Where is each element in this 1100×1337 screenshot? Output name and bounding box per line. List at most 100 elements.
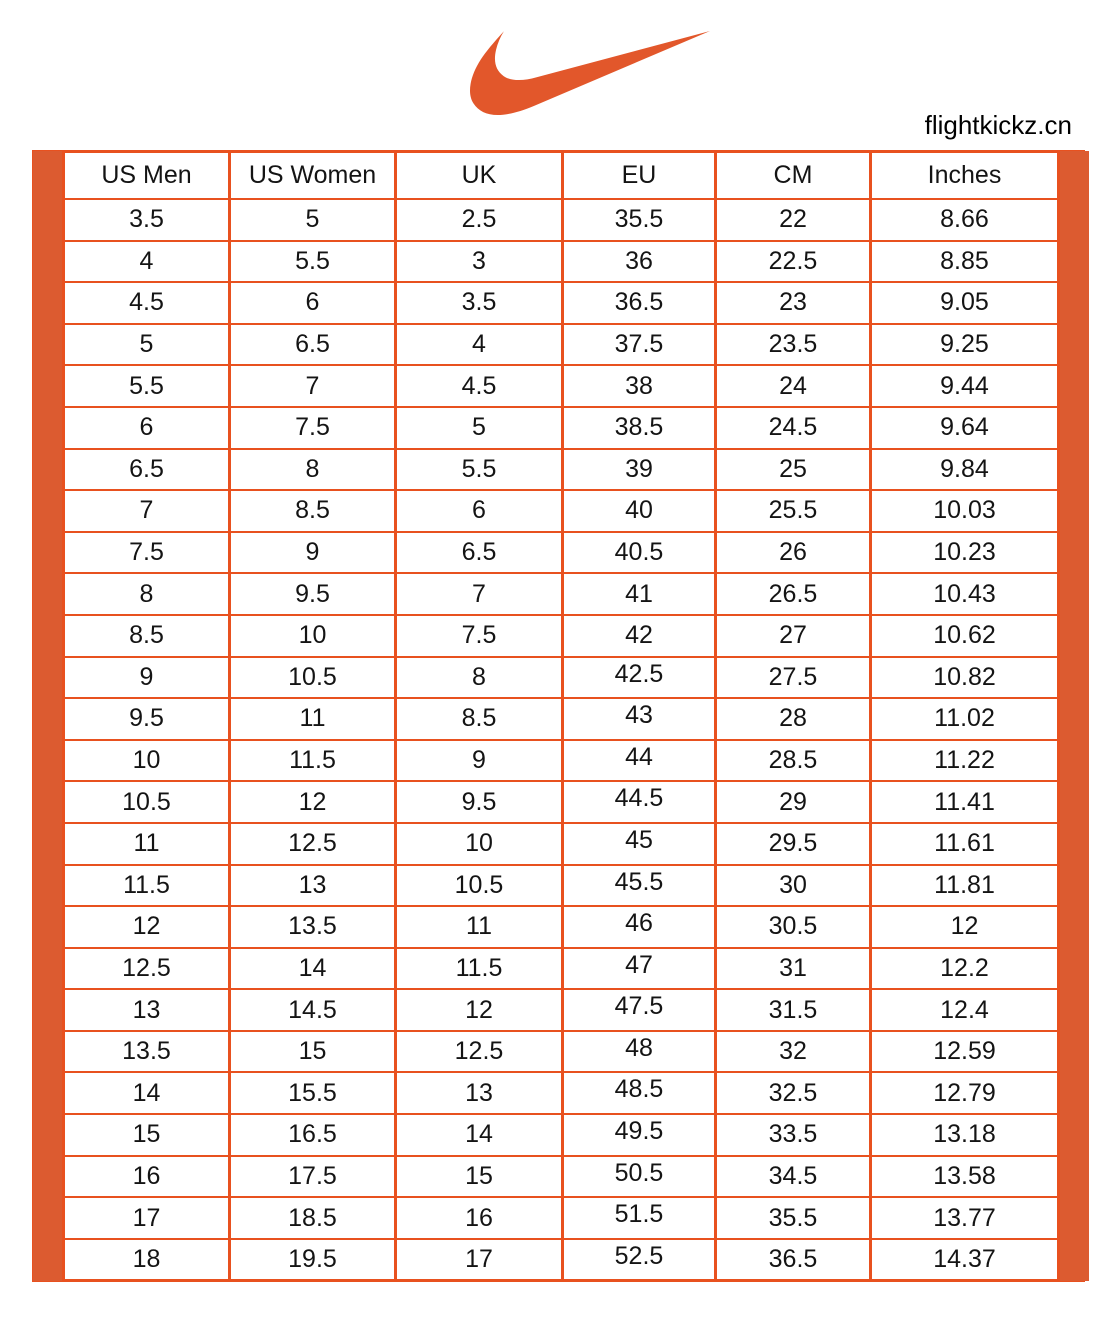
size-cell: 10	[62, 738, 231, 783]
size-cell: 11.22	[869, 738, 1060, 783]
size-cell: 23	[714, 281, 872, 325]
table-row: 17 18.5 16 51.5 35.5 13.77	[62, 1196, 1060, 1240]
size-cell: 13.5	[62, 1029, 231, 1074]
size-cell: 8.5	[394, 697, 564, 741]
table-row: 10.5 12 9.5 44.5 29 11.41	[62, 780, 1060, 824]
size-cell: 4	[394, 322, 564, 367]
size-cell: 10.5	[62, 780, 231, 824]
size-cell: 10.62	[869, 613, 1060, 658]
size-cell: 34.5	[714, 1154, 872, 1199]
size-cell: 11.41	[869, 780, 1060, 824]
table-row: 7.5 9 6.5 40.5 26 10.23	[62, 530, 1060, 575]
table-row: 13.5 15 12.5 48 32 12.59	[62, 1029, 1060, 1074]
size-cell: 15.5	[228, 1071, 397, 1116]
size-cell: 48	[561, 1029, 717, 1074]
size-cell: 36.5	[561, 281, 717, 325]
size-cell: 35.5	[714, 1196, 872, 1240]
size-cell: 6.5	[228, 322, 397, 367]
size-cell: 45	[561, 821, 717, 866]
size-conversion-table: US Men US Women UK EU CM Inches 3.5 5 2.5 35.5 22…	[62, 151, 1060, 1282]
size-cell: 10.43	[869, 572, 1060, 616]
size-cell: 9	[228, 530, 397, 575]
size-cell: 12.4	[869, 988, 1060, 1032]
size-cell: 42.5	[561, 655, 717, 700]
size-cell: 8	[228, 447, 397, 492]
size-cell: 27.5	[714, 655, 872, 700]
table-row: 8.5 10 7.5 42 27 10.62	[62, 613, 1060, 658]
size-cell: 13.77	[869, 1196, 1060, 1240]
size-cell: 41	[561, 572, 717, 616]
size-cell: 44.5	[561, 780, 717, 824]
size-cell: 13	[228, 863, 397, 908]
size-cell: 50.5	[561, 1154, 717, 1199]
size-cell: 22	[714, 198, 872, 242]
size-cell: 17	[394, 1237, 564, 1282]
size-cell: 15	[228, 1029, 397, 1074]
column-header: US Women	[228, 151, 397, 200]
size-cell: 47.5	[561, 988, 717, 1032]
size-cell: 12	[228, 780, 397, 824]
size-cell: 6	[394, 489, 564, 533]
column-header: UK	[394, 151, 564, 200]
size-cell: 14	[62, 1071, 231, 1116]
size-cell: 10	[228, 613, 397, 658]
size-cell: 17	[62, 1196, 231, 1240]
size-cell: 4.5	[394, 364, 564, 408]
size-cell: 9.5	[394, 780, 564, 824]
size-cell: 11.02	[869, 697, 1060, 741]
nike-swoosh-icon	[470, 31, 710, 116]
size-cell: 3.5	[394, 281, 564, 325]
size-cell: 8.66	[869, 198, 1060, 242]
size-cell: 16.5	[228, 1113, 397, 1157]
size-cell: 48.5	[561, 1071, 717, 1116]
size-cell: 15	[394, 1154, 564, 1199]
page-header: flightkickz.cn	[0, 0, 1100, 150]
table-row: 11 12.5 10 45 29.5 11.61	[62, 821, 1060, 866]
size-cell: 6.5	[394, 530, 564, 575]
size-cell: 12.5	[228, 821, 397, 866]
size-cell: 22.5	[714, 239, 872, 284]
table-frame: US Men US Women UK EU CM Inches 3.5 5 2.5 35.5 22…	[32, 150, 1089, 1283]
size-cell: 8	[394, 655, 564, 700]
size-cell: 5	[228, 198, 397, 242]
size-cell: 16	[62, 1154, 231, 1199]
size-cell: 25	[714, 447, 872, 492]
size-cell: 9.84	[869, 447, 1060, 492]
size-cell: 9.05	[869, 281, 1060, 325]
table-row: 13 14.5 12 47.5 31.5 12.4	[62, 988, 1060, 1032]
size-cell: 7.5	[394, 613, 564, 658]
table-row: 16 17.5 15 50.5 34.5 13.58	[62, 1154, 1060, 1199]
size-cell: 8	[62, 572, 231, 616]
size-cell: 26.5	[714, 572, 872, 616]
size-cell: 10.5	[228, 655, 397, 700]
size-cell: 13.5	[228, 905, 397, 949]
watermark-text: flightkickz.cn	[924, 110, 1072, 140]
size-cell: 37.5	[561, 322, 717, 367]
size-cell: 10	[394, 821, 564, 866]
size-cell: 2.5	[394, 198, 564, 242]
size-cell: 30.5	[714, 905, 872, 949]
table-row: 4 5.5 3 36 22.5 8.85	[62, 239, 1060, 284]
size-cell: 51.5	[561, 1196, 717, 1240]
size-cell: 15	[62, 1113, 231, 1157]
size-cell: 8.5	[228, 489, 397, 533]
size-cell: 45.5	[561, 863, 717, 908]
size-cell: 11.5	[62, 863, 231, 908]
size-cell: 4.5	[62, 281, 231, 325]
size-cell: 10.5	[394, 863, 564, 908]
size-cell: 28	[714, 697, 872, 741]
size-cell: 12	[62, 905, 231, 949]
size-cell: 7	[62, 489, 231, 533]
size-cell: 6.5	[62, 447, 231, 492]
size-cell: 23.5	[714, 322, 872, 367]
size-cell: 7.5	[62, 530, 231, 575]
right-accent-bar	[1060, 151, 1089, 1282]
size-cell: 6	[62, 405, 231, 450]
size-cell: 47	[561, 946, 717, 991]
size-cell: 9.44	[869, 364, 1060, 408]
size-cell: 52.5	[561, 1237, 717, 1282]
size-cell: 10.03	[869, 489, 1060, 533]
size-cell: 5.5	[62, 364, 231, 408]
size-cell: 11	[228, 697, 397, 741]
